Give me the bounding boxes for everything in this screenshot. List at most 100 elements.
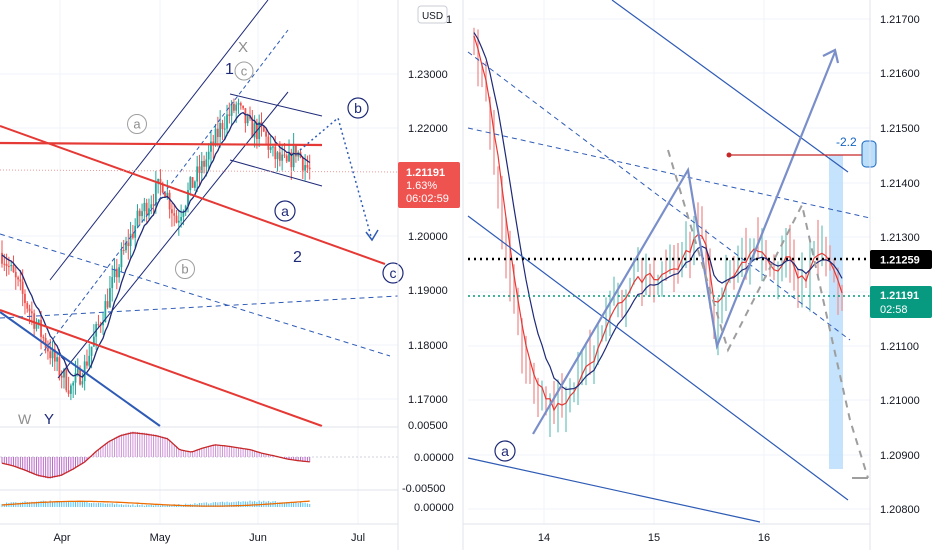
flag-lower-line — [229, 159, 323, 187]
left-candle — [239, 101, 242, 110]
left-candle — [244, 107, 247, 133]
left-candle — [102, 311, 104, 335]
left-candle — [246, 113, 249, 127]
time-tick-apr: Apr — [53, 532, 70, 544]
left-candle — [191, 177, 194, 188]
left-candle — [125, 236, 127, 253]
wave-label-y: Y — [44, 411, 54, 428]
price-tick-1.22000: 1.22000 — [408, 123, 448, 135]
svg-text:c: c — [390, 265, 397, 281]
macd-tick-0.00000: 0.00000 — [414, 452, 454, 464]
left-candle — [228, 102, 231, 124]
wave-label-x: X — [238, 39, 248, 56]
price-tick-1.20000: 1.20000 — [408, 231, 448, 243]
price-tick-1.17000: 1.17000 — [408, 394, 448, 406]
svg-text:USD: USD — [422, 11, 443, 22]
svg-text:02:58: 02:58 — [880, 304, 908, 316]
current-price-line — [0, 169, 399, 173]
svg-text:b: b — [181, 262, 188, 277]
right-time-axis[interactable]: 14 15 16 — [463, 523, 870, 544]
measure-label: -2.2 — [836, 135, 857, 149]
measure-tag — [861, 140, 877, 168]
flag-upper-line — [229, 93, 323, 117]
currency-badge[interactable]: USD — [417, 5, 448, 24]
r-price-tick-1.20800: 1.20800 — [880, 504, 920, 516]
svg-text:c: c — [241, 64, 248, 79]
oscillator-histogram — [1, 500, 311, 507]
left-candle — [109, 275, 111, 308]
left-candle — [106, 288, 109, 310]
dashed-horizontal — [0, 295, 399, 319]
left-candle — [10, 261, 13, 272]
wave-label-2: 2 — [293, 249, 302, 266]
right-price-axis[interactable]: 1.21700 1.21600 1.21500 1.21400 1.21300 … — [869, 0, 932, 550]
measure-start-dot — [726, 152, 732, 158]
left-candle — [67, 376, 70, 397]
left-candle — [301, 156, 304, 180]
left-candle — [86, 349, 88, 369]
wave-label-c-blue: c — [382, 262, 404, 284]
left-drawings — [0, 0, 399, 427]
left-candle — [113, 258, 116, 283]
left-candle — [267, 133, 270, 159]
reference-level-tag: 1.21259 — [870, 250, 932, 269]
macd-histogram — [1, 431, 311, 479]
time-tick-14: 14 — [538, 532, 550, 544]
left-wave-labels: X W Y 1 2 a c b b a c — [18, 39, 404, 428]
measure-highlight-bar — [829, 155, 843, 469]
wave-label-w: W — [18, 411, 32, 427]
channel-lower-line — [57, 91, 289, 379]
r-price-tick-1.21300: 1.21300 — [880, 232, 920, 244]
channel-upper-line — [49, 0, 269, 281]
left-candle — [177, 209, 180, 236]
left-candle — [306, 155, 309, 173]
left-candle — [200, 152, 203, 181]
left-candle — [272, 145, 274, 157]
left-candle — [19, 270, 22, 291]
left-candle — [136, 204, 139, 229]
price-tick-1.19000: 1.19000 — [408, 285, 448, 297]
left-candle — [115, 258, 118, 290]
left-candle — [157, 178, 160, 194]
r-price-tick-1.21700: 1.21700 — [880, 14, 920, 26]
left-candle — [56, 351, 59, 372]
svg-text:1.21259: 1.21259 — [880, 255, 920, 267]
oscillator-line — [1, 500, 310, 507]
left-candle — [175, 210, 178, 224]
left-candle — [145, 198, 148, 223]
left-candle — [1, 240, 3, 268]
macd-tick-0.00500: 0.00500 — [408, 420, 448, 432]
svg-text:b: b — [354, 100, 362, 116]
left-candle — [97, 314, 100, 329]
right-fast-average — [473, 35, 843, 412]
left-candle — [131, 224, 134, 240]
projection-dotted-path — [299, 116, 373, 241]
right-candles — [473, 27, 843, 438]
left-candle — [223, 116, 226, 140]
svg-text:1.21191: 1.21191 — [406, 167, 445, 179]
left-time-axis[interactable]: Apr May Jun Jul — [0, 523, 398, 544]
left-candles — [1, 98, 311, 401]
projection-arrow-head — [822, 48, 840, 64]
left-price-axis[interactable]: USD 1 1.23000 1.22000 1.20000 1.19000 1.… — [397, 0, 460, 550]
macd-signal-line — [1, 432, 310, 479]
left-candle — [221, 119, 224, 140]
right-dashed-line-1 — [467, 127, 871, 219]
time-tick-15: 15 — [648, 532, 660, 544]
left-candle — [180, 204, 183, 228]
left-candle — [203, 155, 205, 174]
r-price-tick-1.20900: 1.20900 — [880, 450, 920, 462]
r-price-tick-1.21500: 1.21500 — [880, 123, 920, 135]
r-price-tick-1.21000: 1.21000 — [880, 395, 920, 407]
left-candle — [219, 110, 222, 148]
left-candle — [159, 169, 162, 196]
left-candle — [104, 294, 107, 323]
dashed-diagonal — [0, 233, 391, 357]
left-candle — [210, 130, 212, 166]
svg-text:a: a — [281, 203, 289, 219]
left-candle — [81, 372, 84, 388]
right-drawings: -2.2 a — [467, 0, 877, 523]
price-tick-1.23000: 1.23000 — [408, 69, 448, 81]
